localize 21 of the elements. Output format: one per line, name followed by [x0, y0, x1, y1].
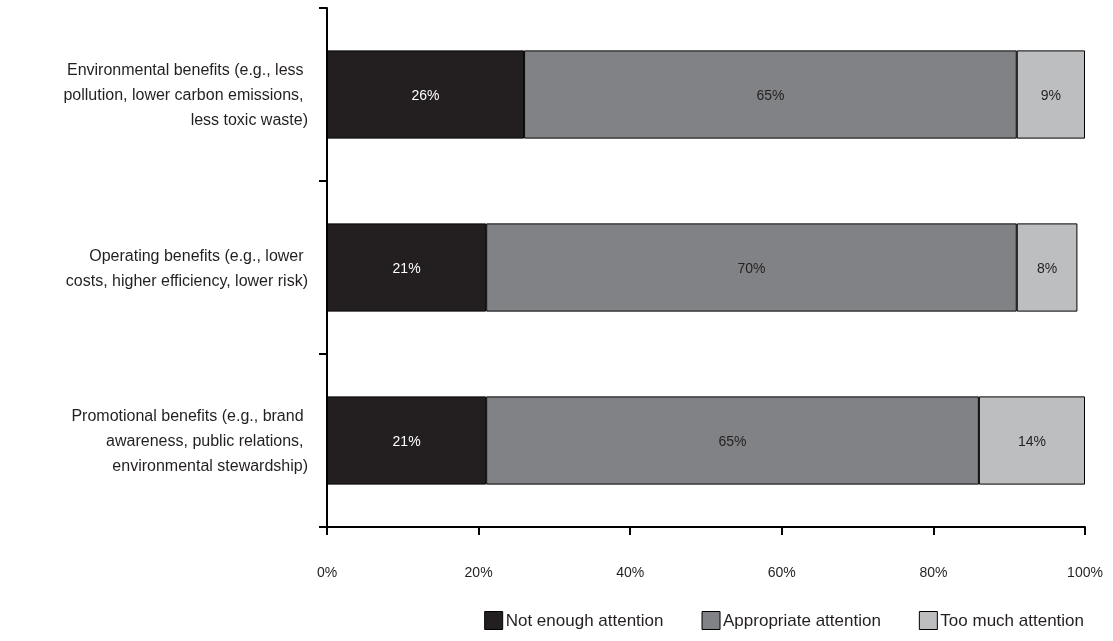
data-label: 70% [737, 259, 766, 276]
data-label: 8% [1036, 259, 1058, 276]
x-tick-label: 100% [1067, 564, 1103, 580]
y-tick-label: Environmental benefits (e.g., less pollution, lower carbon emissions, less toxic waste) [63, 61, 308, 128]
x-tick-label: 20% [464, 564, 493, 580]
legend-label: Not enough attention [505, 611, 664, 630]
data-label: 26% [411, 86, 440, 103]
y-tick-label: Promotional benefits (e.g., brand awareness, public relations, environmental stewardship) [71, 407, 308, 474]
data-label: 65% [756, 86, 785, 103]
x-tick-label: 40% [616, 564, 645, 580]
x-tick-label: 60% [767, 564, 796, 580]
data-label: 21% [392, 259, 421, 276]
x-tick-label: 0% [316, 564, 338, 580]
legend-label: Appropriate attention [723, 611, 881, 630]
data-label: 14% [1017, 432, 1046, 449]
y-tick-label: Operating benefits (e.g., lower costs, higher efficiency, lower risk) [65, 246, 308, 289]
x-tick-label: 80% [919, 564, 948, 580]
data-label: 21% [392, 432, 421, 449]
data-label: 9% [1040, 86, 1062, 103]
legend-label: Too much attention [940, 611, 1085, 630]
data-label: 65% [718, 432, 747, 449]
